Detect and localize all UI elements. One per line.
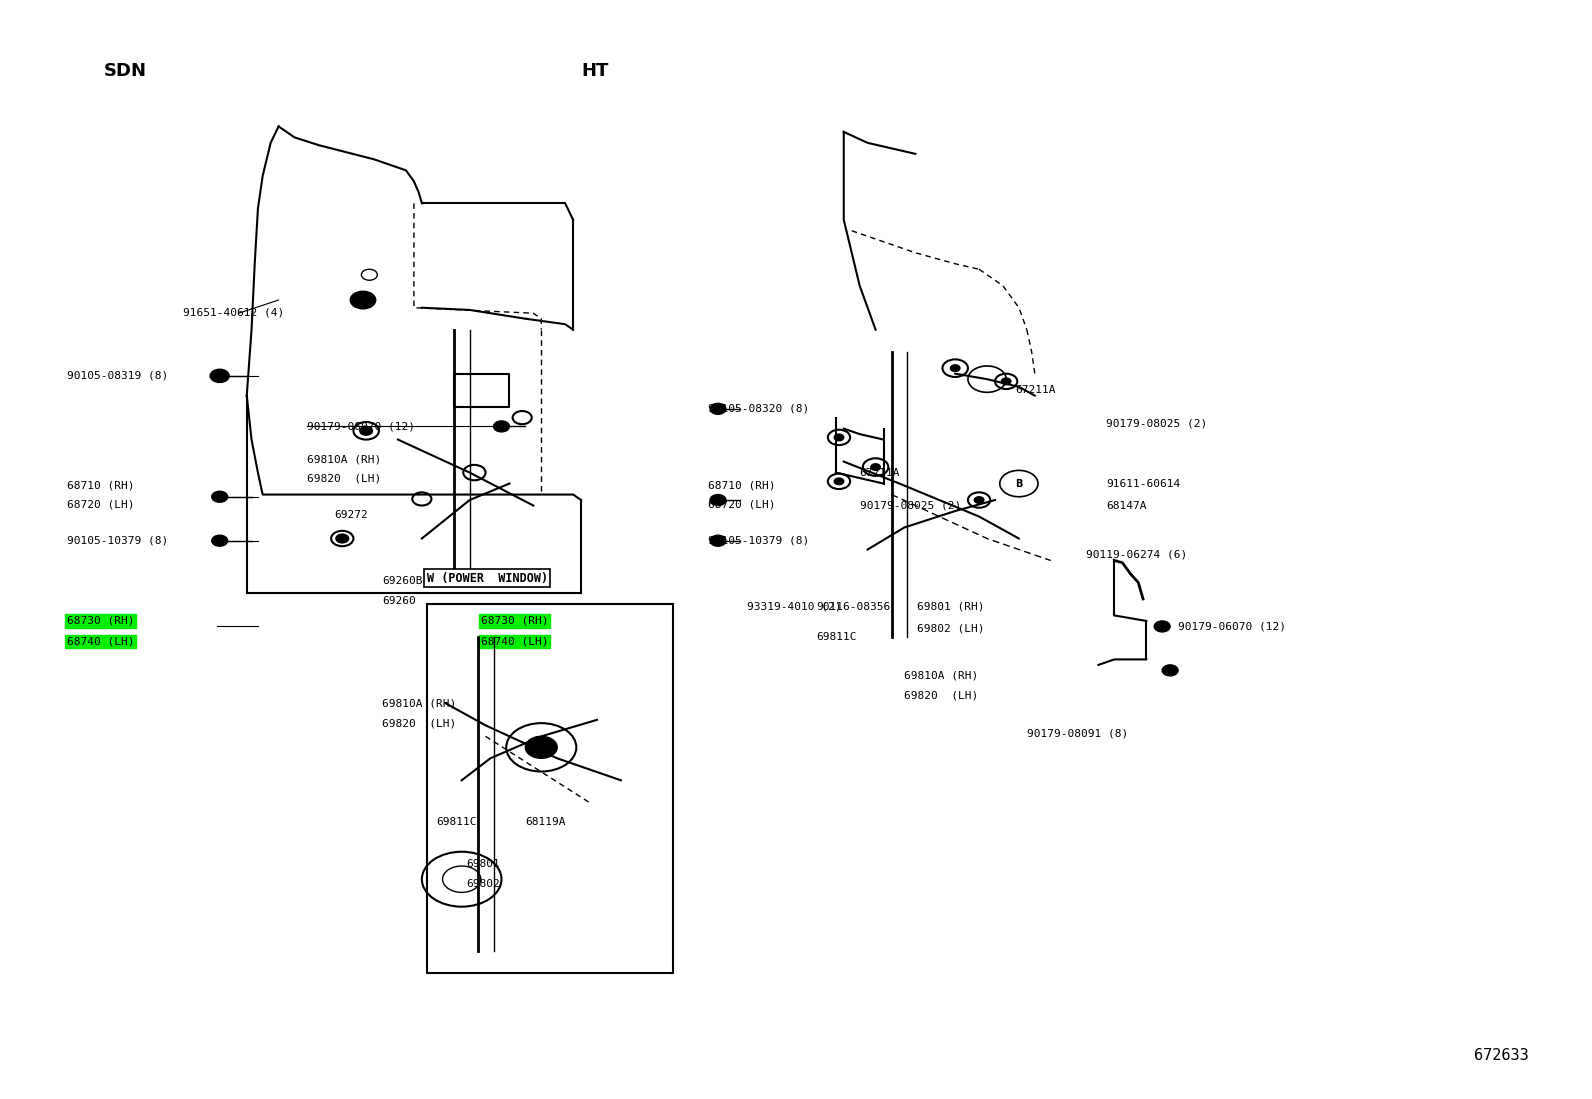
Text: HT: HT — [581, 63, 608, 80]
Text: 68119A: 68119A — [525, 817, 565, 828]
Text: 69810A (RH): 69810A (RH) — [307, 454, 382, 465]
Text: B: B — [1016, 478, 1022, 489]
Circle shape — [834, 434, 844, 441]
Text: 69802 (LH): 69802 (LH) — [917, 623, 984, 634]
Text: 91651-40612 (4): 91651-40612 (4) — [183, 307, 285, 318]
Text: 68740 (LH): 68740 (LH) — [67, 636, 134, 647]
Text: 69272: 69272 — [334, 510, 368, 521]
Circle shape — [710, 495, 726, 506]
Text: 68720 (LH): 68720 (LH) — [708, 499, 775, 510]
Text: 90179-08025 (2): 90179-08025 (2) — [860, 500, 962, 511]
Text: 90179-08025 (2): 90179-08025 (2) — [1106, 418, 1208, 429]
Text: 69820  (LH): 69820 (LH) — [904, 690, 979, 701]
Text: 68147A: 68147A — [1106, 500, 1146, 511]
Text: 68740 (LH): 68740 (LH) — [481, 636, 548, 647]
Text: 69820  (LH): 69820 (LH) — [307, 473, 382, 484]
Text: 93319-4010 (2): 93319-4010 (2) — [747, 601, 841, 612]
Text: 68720 (LH): 68720 (LH) — [67, 499, 134, 510]
Text: 68730 (RH): 68730 (RH) — [67, 615, 134, 626]
Circle shape — [834, 478, 844, 485]
Text: 68710 (RH): 68710 (RH) — [708, 480, 775, 491]
Text: 69802: 69802 — [466, 878, 500, 889]
Text: 69820  (LH): 69820 (LH) — [382, 718, 457, 729]
Text: 90105-08319 (8): 90105-08319 (8) — [67, 370, 169, 381]
Circle shape — [212, 535, 228, 546]
Text: 69260: 69260 — [382, 596, 416, 607]
Text: 69810A (RH): 69810A (RH) — [382, 698, 457, 709]
Text: 67211A: 67211A — [860, 467, 899, 478]
Text: 67211A: 67211A — [1016, 385, 1055, 396]
Circle shape — [974, 497, 984, 503]
Text: 68710 (RH): 68710 (RH) — [67, 480, 134, 491]
Circle shape — [210, 369, 229, 382]
Text: 672633: 672633 — [1474, 1047, 1528, 1063]
Text: 90116-08356: 90116-08356 — [817, 601, 892, 612]
Bar — [427, 604, 673, 973]
Text: 90179-08091 (8): 90179-08091 (8) — [1027, 728, 1129, 739]
Text: 69260B: 69260B — [382, 576, 422, 587]
Text: 69801: 69801 — [466, 858, 500, 869]
Circle shape — [950, 365, 960, 371]
Circle shape — [360, 426, 373, 435]
Text: 90179-06070 (12): 90179-06070 (12) — [307, 421, 416, 432]
Text: SDN: SDN — [103, 63, 146, 80]
Text: 90105-10379 (8): 90105-10379 (8) — [708, 535, 810, 546]
Circle shape — [350, 291, 376, 309]
Text: 68730 (RH): 68730 (RH) — [481, 615, 548, 626]
Circle shape — [212, 491, 228, 502]
Circle shape — [710, 535, 726, 546]
Circle shape — [1154, 621, 1170, 632]
Text: 69811C: 69811C — [817, 632, 856, 643]
Circle shape — [525, 736, 557, 758]
Text: 69811C: 69811C — [436, 817, 476, 828]
Text: 90105-08320 (8): 90105-08320 (8) — [708, 403, 810, 414]
Circle shape — [1001, 378, 1011, 385]
Text: 90105-10379 (8): 90105-10379 (8) — [67, 535, 169, 546]
Circle shape — [1162, 665, 1178, 676]
Text: 69801 (RH): 69801 (RH) — [917, 601, 984, 612]
Text: 90119-06274 (6): 90119-06274 (6) — [1086, 550, 1188, 560]
Text: 69810A (RH): 69810A (RH) — [904, 670, 979, 681]
Text: 90179-06070 (12): 90179-06070 (12) — [1178, 621, 1286, 632]
Circle shape — [494, 421, 509, 432]
Circle shape — [336, 534, 349, 543]
Circle shape — [871, 464, 880, 470]
Text: 91611-60614: 91611-60614 — [1106, 478, 1181, 489]
Text: W (POWER  WINDOW): W (POWER WINDOW) — [427, 571, 548, 585]
Circle shape — [710, 403, 726, 414]
